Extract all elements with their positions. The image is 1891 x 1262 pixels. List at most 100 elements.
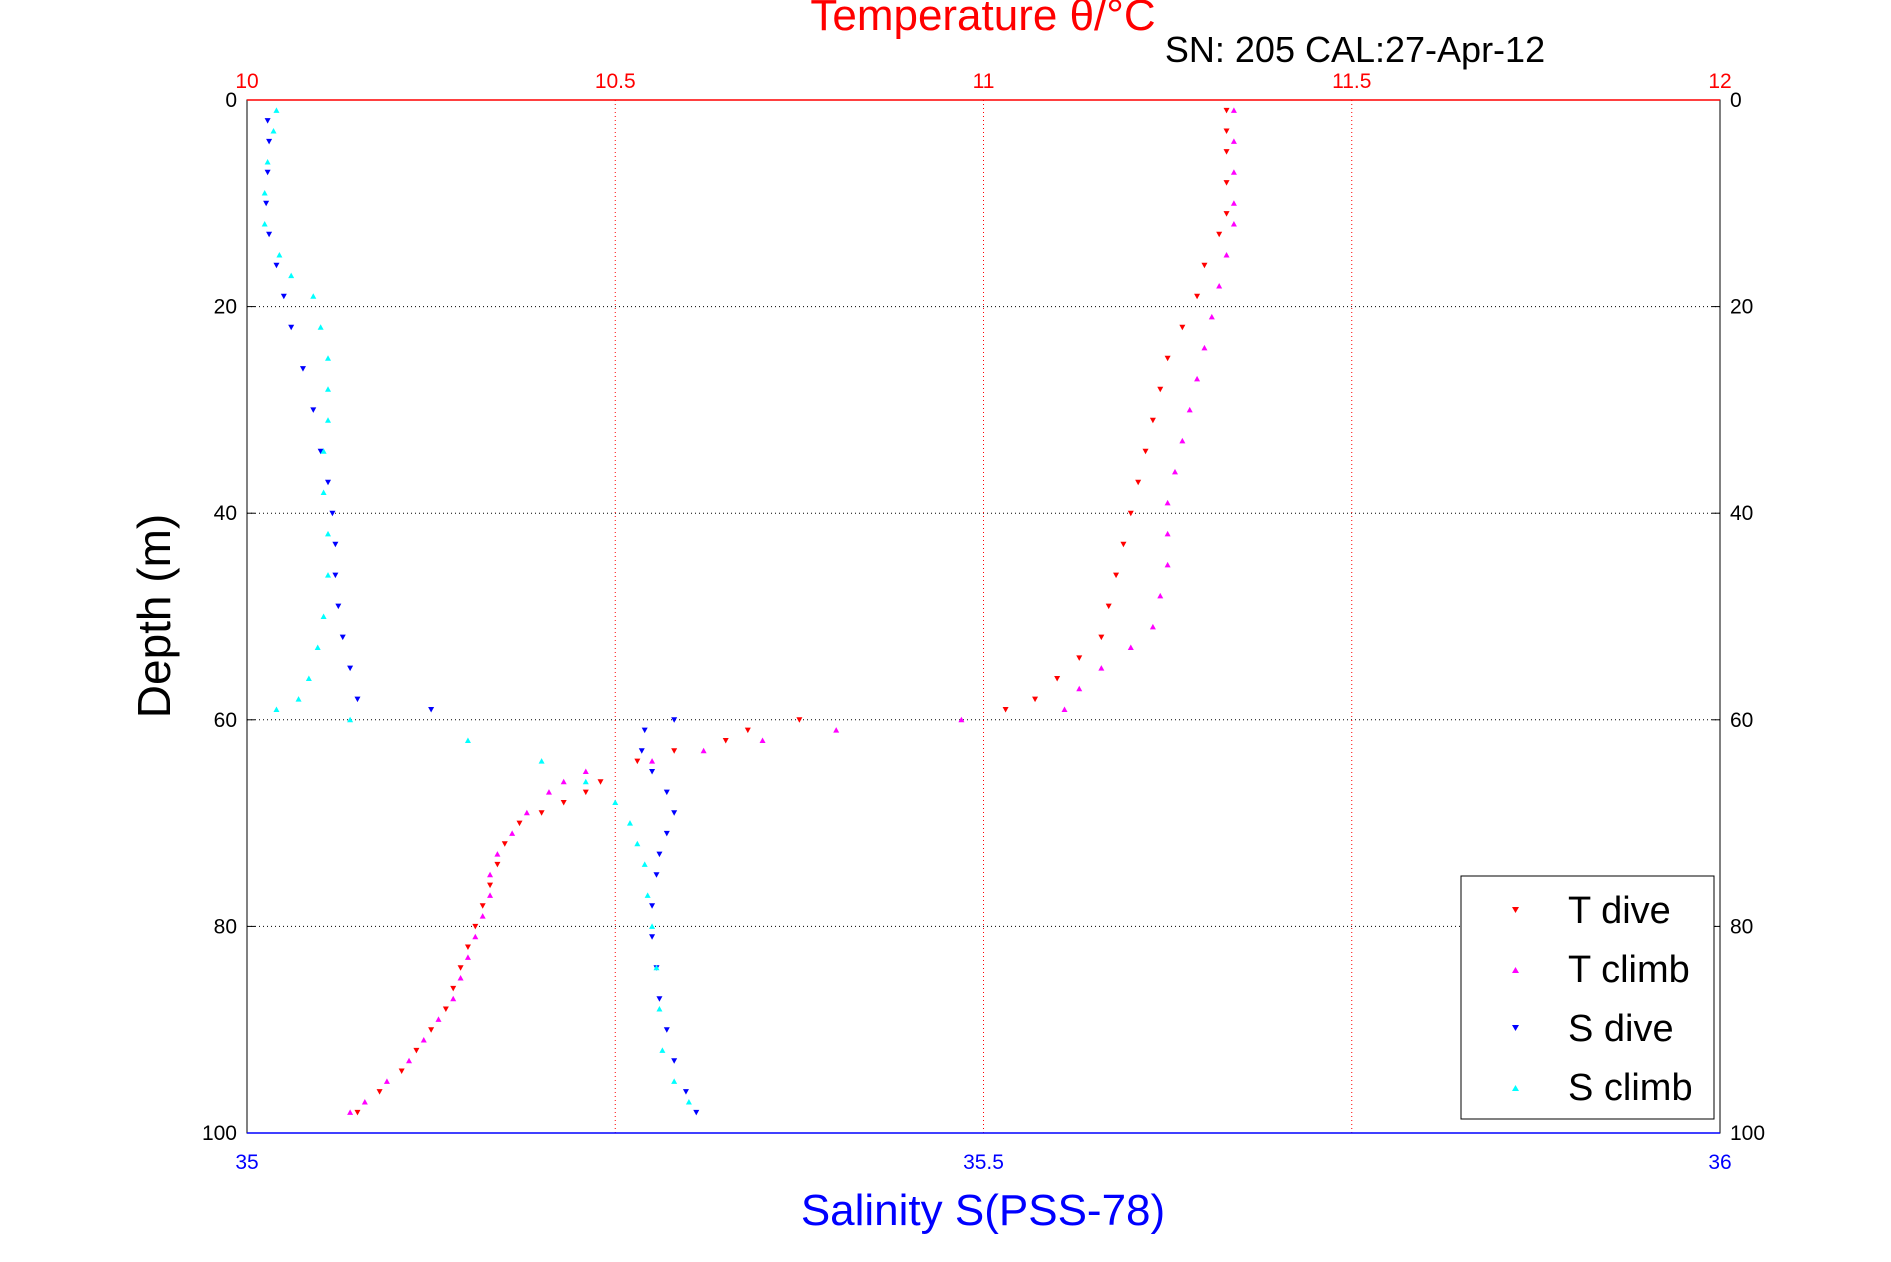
legend-marker-t-climb xyxy=(1512,967,1519,973)
data-point xyxy=(288,324,295,331)
depth-tick-label-left: 0 xyxy=(225,89,237,112)
data-point xyxy=(958,716,965,723)
data-point xyxy=(1127,644,1134,650)
data-point xyxy=(685,1099,692,1105)
data-point xyxy=(487,882,494,889)
data-point xyxy=(1149,623,1156,630)
data-point xyxy=(538,810,545,816)
data-point xyxy=(501,841,508,847)
data-point xyxy=(582,789,589,796)
data-point xyxy=(1061,706,1068,712)
data-point xyxy=(1194,375,1201,382)
data-point xyxy=(347,1109,354,1115)
data-point xyxy=(406,1057,413,1064)
data-point xyxy=(288,272,295,279)
data-point xyxy=(325,479,332,486)
data-point xyxy=(1135,479,1142,486)
data-point xyxy=(833,727,840,733)
data-point xyxy=(413,1047,420,1054)
series-s-climb xyxy=(261,107,692,1105)
data-point xyxy=(428,1027,435,1033)
data-point xyxy=(1208,313,1215,320)
data-point xyxy=(1230,107,1237,113)
data-point xyxy=(641,727,648,734)
temperature-tick-label: 10.5 xyxy=(595,70,636,93)
data-point xyxy=(682,1089,689,1095)
data-point xyxy=(1157,592,1164,599)
data-point xyxy=(332,572,339,579)
axes: 0 0 20 20 40 40 60 60 80 80 100 100 10 10.5 11 11.5 12 35… xyxy=(202,70,1765,1174)
data-point xyxy=(398,1068,405,1075)
data-point xyxy=(450,995,457,1002)
temperature-tick-label: 11.5 xyxy=(1332,70,1371,93)
data-point xyxy=(1223,149,1230,155)
data-point xyxy=(744,727,751,734)
data-point xyxy=(560,778,567,785)
data-point xyxy=(1076,685,1083,692)
data-point xyxy=(1113,572,1120,579)
series-t-climb xyxy=(347,107,1237,1115)
data-point xyxy=(314,644,321,650)
data-point xyxy=(671,1078,678,1084)
series-s-dive xyxy=(263,118,700,1116)
data-point xyxy=(325,417,332,423)
data-point xyxy=(317,324,324,330)
data-point xyxy=(339,634,346,641)
data-point xyxy=(612,799,619,805)
depth-tick-label-right: 80 xyxy=(1730,915,1753,938)
data-point xyxy=(329,510,336,517)
legend-label-s-dive: S dive xyxy=(1568,1008,1674,1050)
data-point xyxy=(442,1006,449,1013)
data-point xyxy=(1164,530,1171,537)
data-point xyxy=(261,220,268,227)
data-point xyxy=(420,1037,427,1043)
legend-label-t-climb: T climb xyxy=(1568,949,1690,991)
data-point xyxy=(653,964,660,971)
legend-marker-s-dive xyxy=(1512,1025,1519,1031)
depth-tick-label-right: 60 xyxy=(1730,709,1753,732)
data-point xyxy=(273,706,280,712)
data-point xyxy=(264,158,271,165)
data-points xyxy=(261,107,1237,1116)
data-point xyxy=(310,293,317,299)
data-point xyxy=(1142,448,1149,455)
data-point xyxy=(656,996,663,1002)
legend-label-t-dive: T dive xyxy=(1568,890,1671,932)
data-point xyxy=(1216,282,1223,289)
data-point xyxy=(582,778,589,785)
series-t-dive xyxy=(354,107,1230,1116)
data-point xyxy=(1032,696,1039,703)
data-point xyxy=(479,903,486,909)
salinity-tick-label: 35.5 xyxy=(963,1151,1004,1174)
data-point xyxy=(273,262,280,269)
data-point xyxy=(649,768,656,775)
data-point xyxy=(516,820,523,827)
data-point xyxy=(663,830,670,837)
data-point xyxy=(1223,107,1230,114)
data-point xyxy=(671,717,678,723)
data-point xyxy=(509,830,516,836)
data-point xyxy=(457,975,464,981)
data-point xyxy=(671,810,678,816)
data-point xyxy=(264,118,271,124)
data-point xyxy=(560,799,567,806)
data-point xyxy=(335,603,342,610)
data-point xyxy=(487,871,494,878)
data-point xyxy=(325,355,332,361)
data-point xyxy=(671,1058,678,1064)
data-point xyxy=(1179,324,1186,331)
data-point xyxy=(1164,499,1171,506)
data-point xyxy=(663,789,670,796)
data-point xyxy=(487,892,494,898)
data-point xyxy=(1201,344,1208,351)
y-axis-title: Depth (m) xyxy=(128,514,180,718)
data-point xyxy=(305,675,312,681)
data-point xyxy=(325,572,332,578)
data-point xyxy=(383,1078,390,1084)
data-point xyxy=(376,1089,383,1095)
data-point xyxy=(663,1027,670,1033)
data-point xyxy=(479,913,486,919)
legend: T dive T climb S dive S climb xyxy=(1460,875,1715,1120)
data-point xyxy=(656,851,663,858)
data-point xyxy=(354,1109,361,1116)
